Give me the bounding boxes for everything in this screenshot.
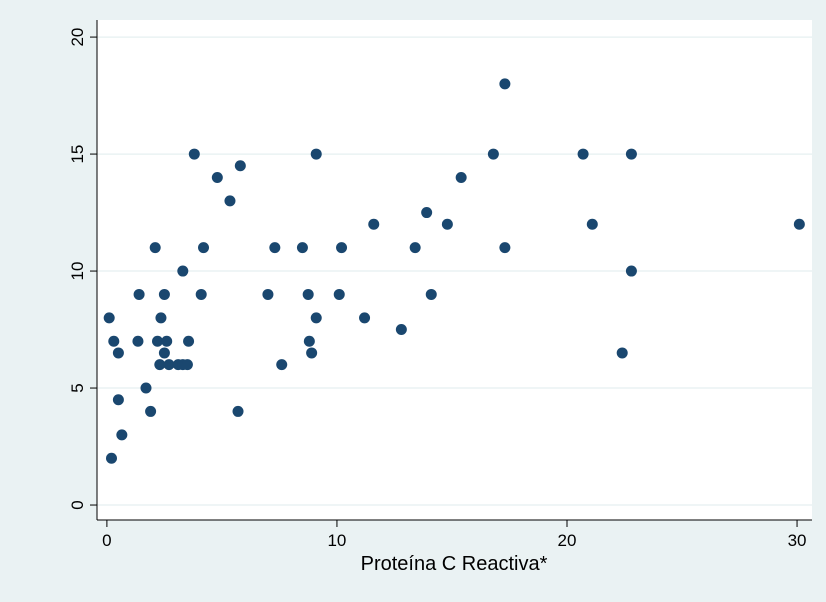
point (163, 359, 175, 371)
point (224, 195, 236, 207)
point (188, 148, 200, 160)
point (211, 171, 223, 183)
point (499, 78, 511, 90)
point (145, 405, 157, 417)
point (262, 288, 274, 300)
point (409, 242, 421, 254)
x-tick-label: 30 (788, 531, 807, 550)
point (303, 335, 315, 347)
point (154, 359, 166, 371)
point (793, 218, 805, 230)
point (177, 265, 189, 277)
point (183, 335, 195, 347)
y-tick-label: 10 (68, 262, 87, 281)
point (112, 347, 124, 359)
x-axis-label: Proteína C Reactiva* (361, 553, 548, 575)
x-tick-label: 0 (102, 531, 111, 550)
point (302, 288, 314, 300)
point (198, 242, 210, 254)
point (161, 335, 173, 347)
point (234, 160, 246, 172)
point (158, 288, 170, 300)
point (158, 347, 170, 359)
point (359, 312, 371, 324)
point (586, 218, 598, 230)
point (395, 324, 407, 336)
point (310, 312, 322, 324)
point (306, 347, 318, 359)
point (181, 359, 193, 371)
y-tick-label: 15 (68, 145, 87, 164)
point (425, 288, 437, 300)
point (455, 171, 467, 183)
point (103, 312, 115, 324)
point (108, 335, 120, 347)
point (333, 288, 345, 300)
point (195, 288, 207, 300)
point (105, 452, 117, 464)
point (625, 265, 637, 277)
point (336, 242, 348, 254)
point (116, 429, 128, 441)
point (499, 242, 511, 254)
point (625, 148, 637, 160)
point (269, 242, 281, 254)
y-tick-label: 0 (68, 500, 87, 509)
plot-area (97, 20, 812, 520)
point (132, 335, 144, 347)
point (112, 394, 124, 406)
x-tick-label: 10 (327, 531, 346, 550)
point (232, 405, 244, 417)
point (368, 218, 380, 230)
point (140, 382, 152, 394)
y-tick-label: 5 (68, 383, 87, 392)
point (149, 242, 161, 254)
point (616, 347, 628, 359)
x-tick-label: 20 (558, 531, 577, 550)
point (296, 242, 308, 254)
point (133, 288, 145, 300)
point (441, 218, 453, 230)
point (577, 148, 589, 160)
point (487, 148, 499, 160)
point (152, 335, 164, 347)
point (310, 148, 322, 160)
point (421, 207, 433, 219)
point (155, 312, 167, 324)
point (276, 359, 288, 371)
y-tick-label: 20 (68, 28, 87, 47)
